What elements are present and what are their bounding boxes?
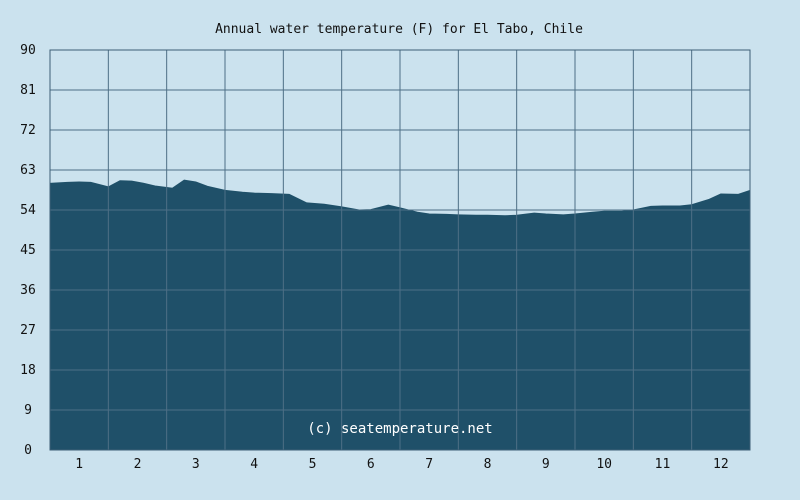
- y-tick-label: 63: [20, 163, 36, 178]
- y-tick-label: 9: [24, 403, 32, 418]
- y-tick-label: 0: [24, 443, 32, 458]
- x-tick-label: 10: [596, 457, 612, 472]
- x-tick-label: 6: [367, 457, 375, 472]
- y-tick-label: 18: [20, 363, 36, 378]
- y-axis-ticks: 0 9 18 27 36 45 54 63 72 81 90: [20, 43, 36, 458]
- x-tick-label: 5: [309, 457, 317, 472]
- grid-lines: [50, 49, 750, 451]
- y-tick-label: 90: [20, 43, 36, 58]
- y-tick-label: 27: [20, 323, 36, 338]
- x-tick-label: 11: [655, 457, 671, 472]
- y-tick-label: 45: [20, 243, 36, 258]
- y-tick-label: 54: [20, 203, 36, 218]
- y-tick-label: 72: [20, 123, 36, 138]
- credit-watermark: (c) seatemperature.net: [307, 421, 492, 437]
- x-axis-ticks: 1 2 3 4 5 6 7 8 9 10 11 12: [75, 457, 728, 472]
- x-tick-label: 7: [425, 457, 433, 472]
- y-tick-label: 36: [20, 283, 36, 298]
- plot-frame: [49, 49, 751, 451]
- x-tick-label: 2: [134, 457, 142, 472]
- chart-title: Annual water temperature (F) for El Tabo…: [215, 22, 583, 37]
- x-tick-label: 4: [250, 457, 258, 472]
- x-tick-label: 12: [713, 457, 729, 472]
- x-tick-label: 9: [542, 457, 550, 472]
- x-tick-label: 8: [484, 457, 492, 472]
- x-tick-label: 3: [192, 457, 200, 472]
- y-tick-label: 81: [20, 83, 36, 98]
- x-tick-label: 1: [75, 457, 83, 472]
